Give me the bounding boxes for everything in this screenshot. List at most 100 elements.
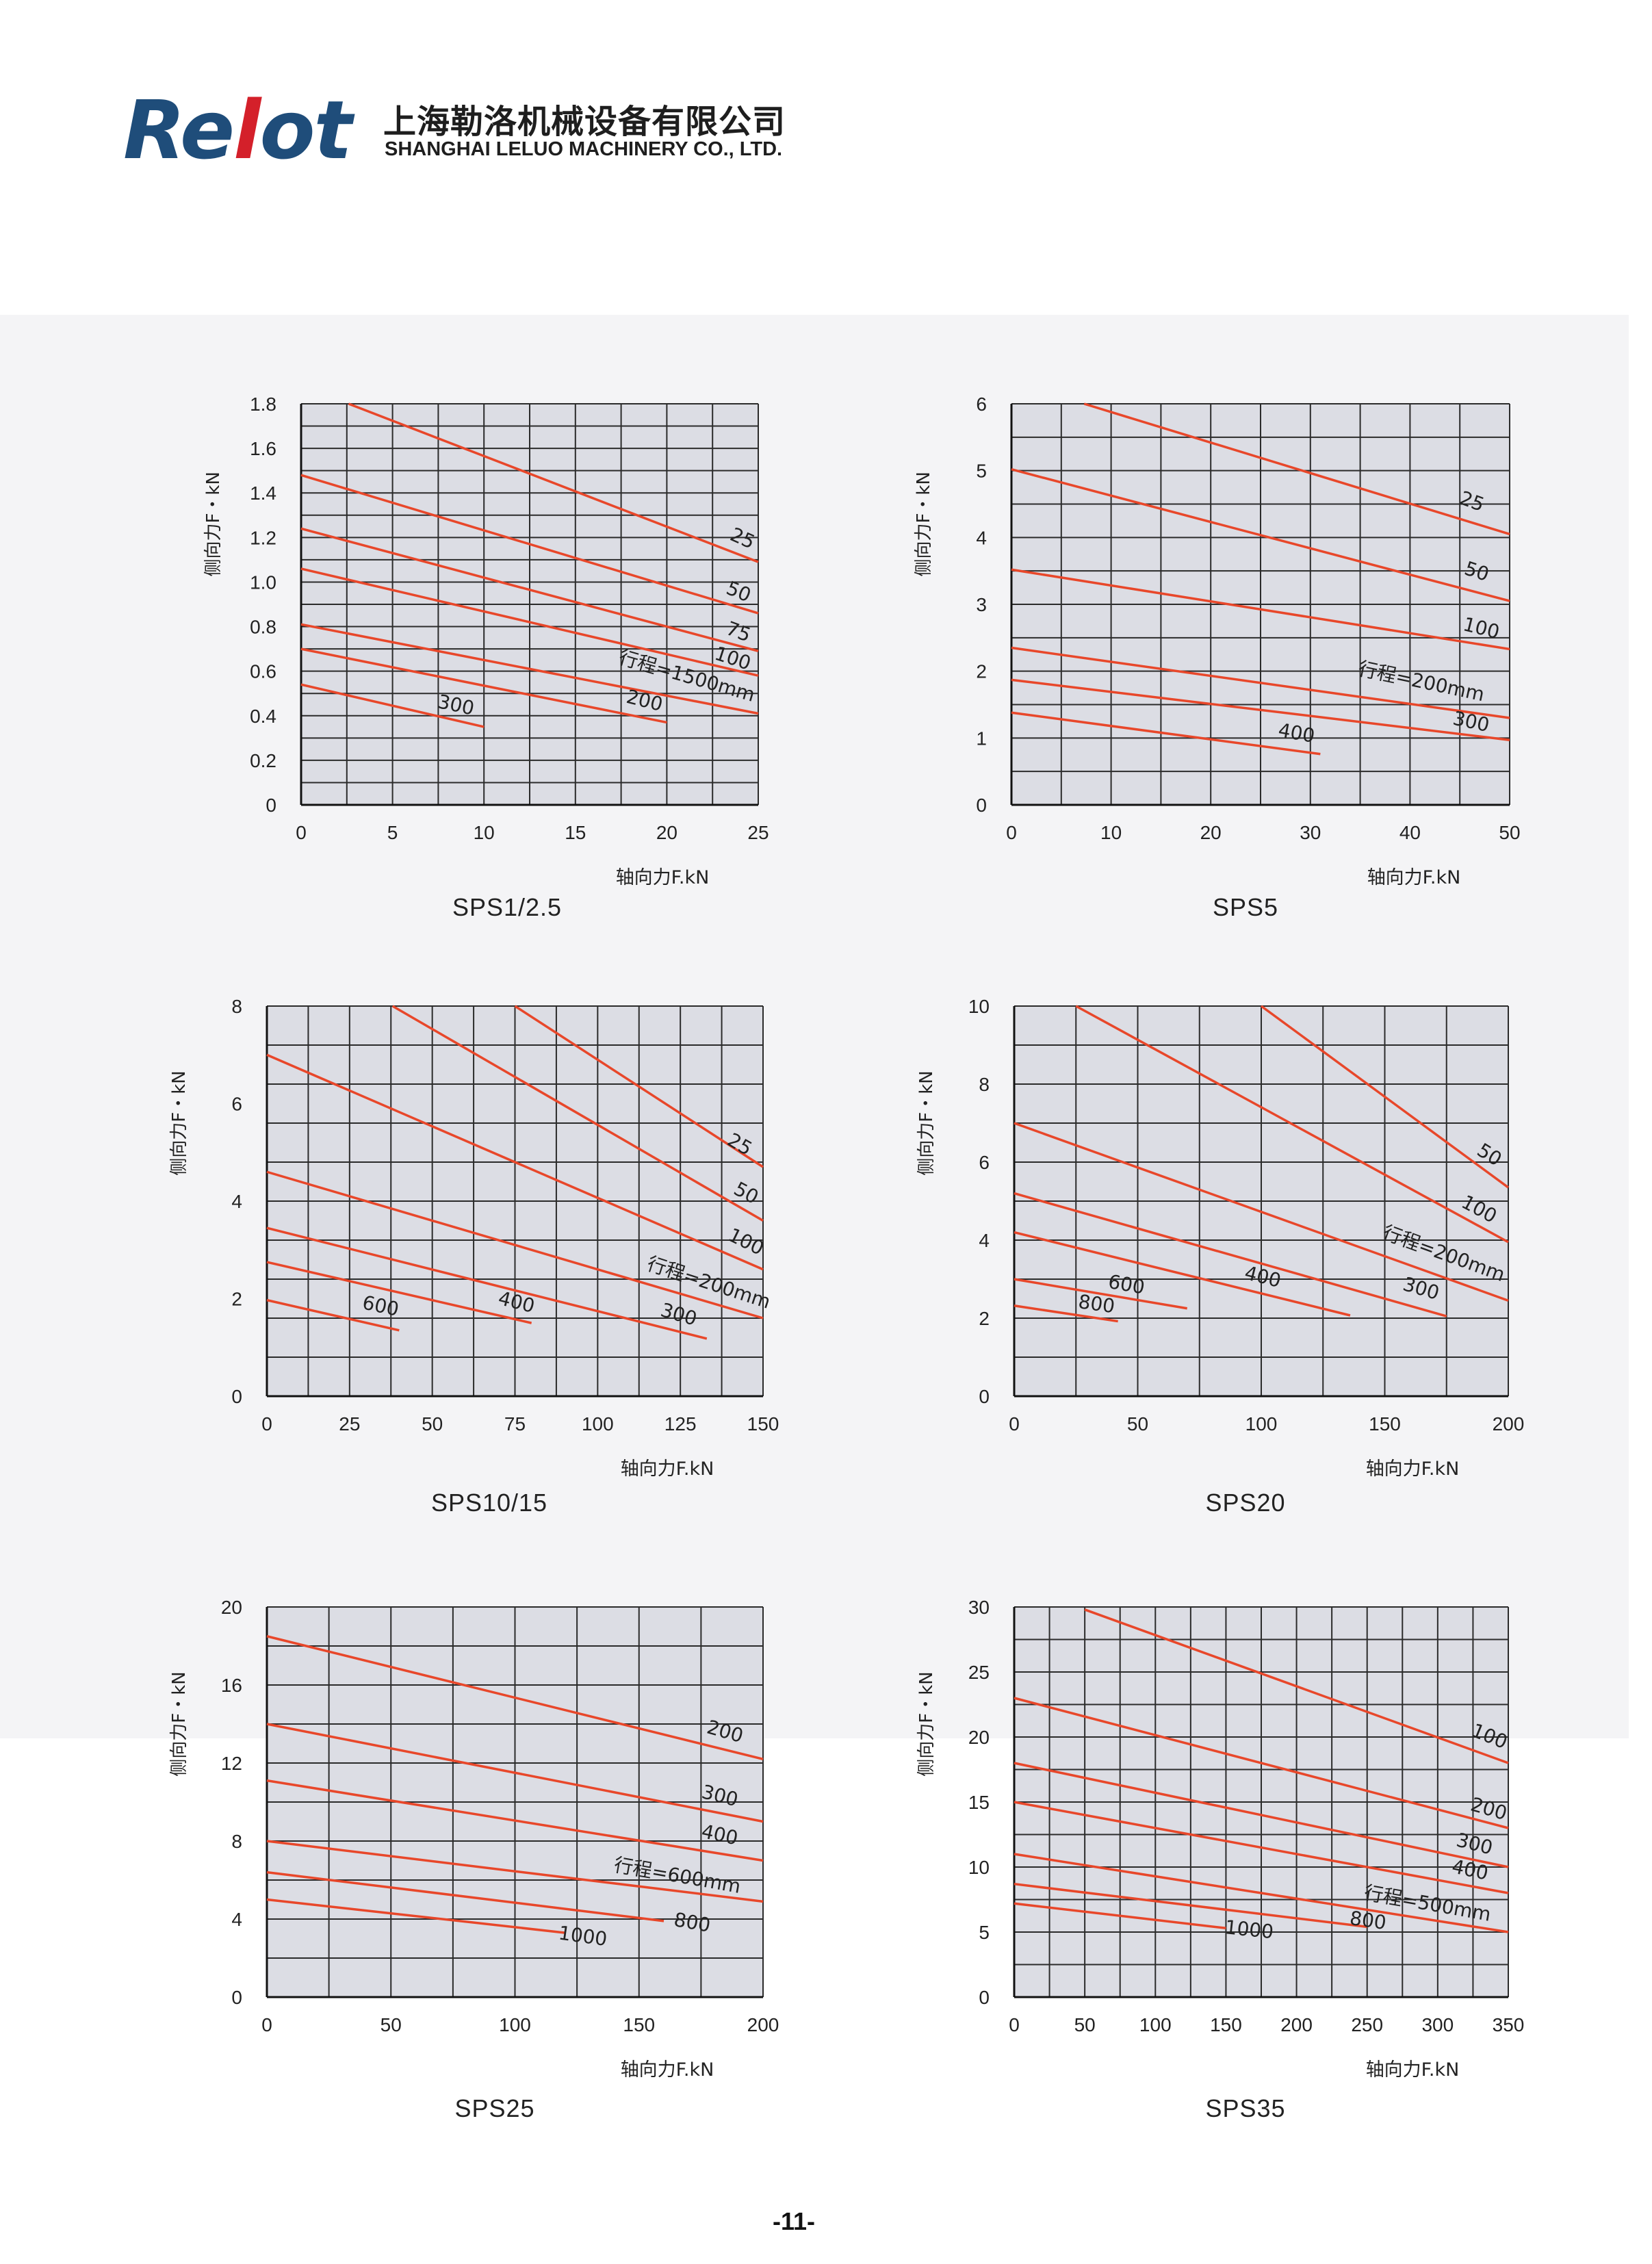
series-line-2	[1011, 568, 1510, 651]
y-tick-label: 3	[976, 594, 987, 615]
x-axis-label: 轴向力F.kN	[621, 1458, 714, 1480]
y-tick-label: 1.4	[250, 483, 276, 504]
series-line-3	[266, 1840, 764, 1903]
x-tick-label: 150	[747, 1413, 779, 1435]
chart-sps35: 0 50 100 150 200 250 300 350 0 5 10 15 20 25 30 轴向力F.kN…	[891, 1593, 1529, 2100]
series-line-0	[1260, 1005, 1510, 1189]
series-label-5: 800	[1348, 1907, 1388, 1934]
x-axis-label: 轴向力F.kN	[616, 867, 710, 888]
chart-sps1-2-5: 0 5 10 15 20 25 0 0.2 0.4 0.6 0.8 1.0 1.2 1.4 1.6 1.8 轴向…	[178, 390, 779, 908]
series-line-4	[1011, 678, 1510, 742]
x-tick-label: 100	[499, 2014, 531, 2035]
series-line-6	[266, 1298, 400, 1332]
series-line-4	[266, 1226, 708, 1340]
y-tick-label: 20	[221, 1597, 242, 1618]
series-line-1	[391, 1005, 764, 1222]
x-tick-label: 200	[747, 2014, 779, 2035]
series-line-0	[348, 402, 759, 563]
x-tick-label: 0	[261, 1413, 272, 1435]
y-tick-label: 0	[979, 1386, 990, 1407]
chart-title-sps10-15: SPS10/15	[430, 1489, 548, 1517]
relot-logo: Relot	[123, 83, 352, 177]
x-tick-label: 0	[296, 822, 307, 843]
x-tick-label: 20	[656, 822, 677, 843]
y-axis-label: 侧向力F・kN	[169, 1671, 190, 1776]
y-tick-label: 0	[266, 795, 276, 816]
y-tick-label: 1.2	[250, 527, 276, 548]
y-tick-label: 4	[231, 1191, 242, 1212]
y-tick-label: 1.0	[250, 571, 276, 593]
series-line-3	[1014, 1801, 1509, 1894]
series-label-6: 1000	[1224, 1916, 1274, 1943]
x-tick-label: 100	[1139, 2014, 1172, 2035]
y-tick-label: 15	[968, 1792, 990, 1813]
series-line-5	[300, 647, 667, 724]
y-tick-label: 1.6	[250, 438, 276, 459]
series-line-1	[266, 1723, 764, 1823]
chart-title-sps35: SPS35	[1205, 2094, 1286, 2122]
series-line-6	[300, 683, 485, 728]
series-line-5	[1014, 1278, 1187, 1310]
y-tick-label: 12	[221, 1753, 242, 1774]
series-line-5	[266, 1261, 532, 1324]
x-axis-label: 轴向力F.kN	[621, 2059, 714, 2081]
y-tick-label: 10	[968, 996, 990, 1017]
x-tick-label: 50	[422, 1413, 443, 1435]
series-line-4	[300, 623, 759, 715]
y-tick-label: 6	[976, 394, 987, 415]
x-tick-label: 5	[387, 822, 398, 843]
y-tick-label: 8	[979, 1074, 990, 1095]
series-line-1	[300, 474, 759, 615]
y-axis-label: 侧向力F・kN	[916, 1671, 937, 1776]
y-tick-label: 30	[968, 1597, 990, 1618]
chart-title-sps1-2-5: SPS1/2.5	[452, 893, 563, 921]
x-axis-label: 轴向力F.kN	[1367, 867, 1461, 888]
x-tick-label: 40	[1399, 822, 1421, 843]
page-header: Relot 上海勒洛机械设备有限公司 SHANGHAI LELUO MACHIN…	[123, 89, 944, 171]
y-tick-label: 8	[231, 996, 242, 1017]
x-tick-label: 20	[1200, 822, 1222, 843]
x-tick-label: 350	[1493, 2014, 1525, 2035]
x-tick-label: 10	[474, 822, 495, 843]
y-axis-label: 侧向力F・kN	[914, 472, 934, 576]
chart-sps25: 0 50 100 150 200 0 4 8 12 16 20 轴向力F.kN 侧向力F・kN 200 30…	[144, 1593, 784, 2100]
x-tick-label: 125	[664, 1413, 697, 1435]
x-tick-label: 50	[1074, 2014, 1096, 2035]
y-tick-label: 20	[968, 1727, 990, 1748]
y-tick-label: 4	[976, 527, 987, 548]
series-line-6	[1014, 1902, 1226, 1930]
chart-svg: 0 50 100 150 200 250 300 350 0 5 10 15 20 25 30 轴向力F.kN…	[916, 1597, 1525, 2081]
chart-title-sps5: SPS5	[1212, 893, 1279, 921]
y-tick-label: 25	[968, 1662, 990, 1683]
y-tick-label: 10	[968, 1857, 990, 1878]
series-line-3	[1014, 1192, 1447, 1317]
y-tick-label: 4	[231, 1909, 242, 1930]
x-tick-label: 50	[380, 2014, 402, 2035]
y-tick-label: 2	[979, 1308, 990, 1329]
y-tick-label: 0.4	[250, 706, 276, 727]
y-tick-label: 0.8	[250, 617, 276, 638]
x-tick-label: 0	[1009, 2014, 1020, 2035]
series-line-2	[300, 527, 759, 653]
y-tick-label: 0	[231, 1386, 242, 1407]
x-tick-label: 150	[1210, 2014, 1242, 2035]
x-tick-label: 25	[747, 822, 769, 843]
y-tick-label: 5	[979, 1922, 990, 1943]
chart-sps20: 0 50 100 150 200 0 2 4 6 8 10 轴向力F.kN 侧向力F・kN 50 100 行程…	[891, 992, 1529, 1499]
x-tick-label: 200	[1493, 1413, 1525, 1435]
series-line-3	[266, 1170, 764, 1320]
series-line-4	[1014, 1853, 1509, 1933]
y-tick-label: 0	[976, 795, 987, 816]
series-line-1	[1011, 468, 1510, 602]
x-tick-label: 150	[1369, 1413, 1401, 1435]
y-tick-label: 2	[231, 1289, 242, 1310]
y-tick-label: 6	[979, 1152, 990, 1173]
x-tick-label: 100	[1246, 1413, 1278, 1435]
y-axis-label: 侧向力F・kN	[203, 472, 224, 576]
chart-title-sps20: SPS20	[1205, 1489, 1286, 1517]
series-line-0	[266, 1635, 764, 1760]
y-tick-label: 0.2	[250, 750, 276, 771]
series-line-0	[1083, 402, 1510, 536]
